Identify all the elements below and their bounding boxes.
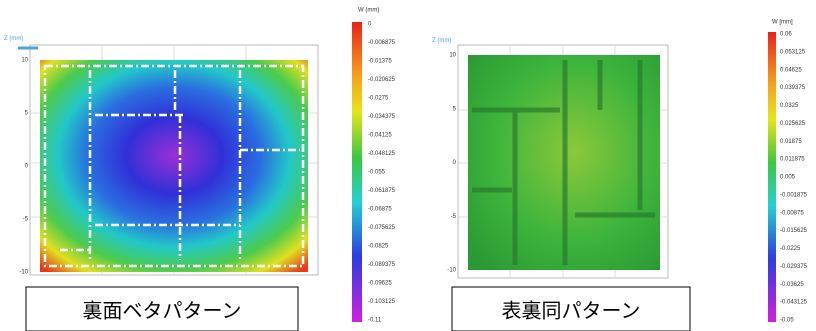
colorbar-label: -0.103125	[368, 299, 396, 305]
colorbar-label: 0.039375	[780, 85, 806, 91]
colorbar-label: 0.0325	[780, 103, 799, 109]
colorbar-label: -0.0275	[368, 96, 389, 102]
colorbar-title: W (mm)	[358, 8, 379, 14]
colorbar-label: -0.11	[368, 318, 382, 324]
y-tick-label: 5	[25, 111, 29, 117]
colorbar-label: -0.075625	[368, 225, 396, 231]
caption: 裏面ベタパターン	[83, 300, 242, 323]
colorbar-label: -0.03625	[780, 282, 804, 288]
colorbar-label: 0.025625	[780, 121, 806, 127]
colorbar	[352, 22, 362, 322]
colorbar-title: W [mm]	[772, 20, 793, 26]
colorbar-label: -0.089375	[368, 262, 396, 268]
colorbar-label: 0.04625	[780, 67, 802, 73]
y-tick-label: 10	[21, 58, 28, 64]
y-tick-label: -10	[19, 270, 28, 276]
caption-box	[451, 286, 691, 331]
colorbar-label: 0.005	[780, 175, 796, 181]
y-tick-label: -10	[447, 268, 456, 274]
colorbar-label: 0	[368, 22, 372, 28]
colorbar-label: -0.020625	[368, 77, 396, 83]
y-tick-label: -5	[23, 217, 29, 223]
y-tick-label: -5	[451, 214, 457, 220]
colorbar-label: -0.01375	[368, 59, 392, 65]
colorbar-label: -0.055	[368, 170, 386, 176]
colorbar-label: 0.06	[780, 32, 792, 38]
colorbar	[768, 32, 776, 322]
colorbar-label: -0.001875	[780, 192, 808, 198]
colorbar-label: -0.0825	[368, 244, 389, 250]
colorbar-label: -0.04125	[368, 133, 392, 139]
colorbar-label: -0.048125	[368, 151, 396, 157]
colorbar-label: -0.05	[780, 318, 794, 324]
colorbar-label: -0.00875	[780, 210, 804, 216]
colorbar-label: -0.0225	[780, 246, 801, 252]
colorbar-label: -0.09625	[368, 281, 392, 287]
axis-label: Z (mm)	[4, 36, 23, 42]
colorbar-label: -0.06875	[368, 207, 392, 213]
y-tick-label: 0	[25, 164, 29, 170]
heatmap	[40, 60, 308, 272]
pattern-stripes	[472, 60, 655, 265]
caption-box	[25, 286, 299, 331]
axis-label: Z (mm)	[432, 38, 451, 44]
colorbar-label: 0.011875	[780, 157, 805, 163]
y-tick-label: 5	[453, 106, 457, 112]
pattern-lines	[43, 64, 305, 268]
colorbar-label: -0.034375	[368, 114, 396, 120]
colorbar-label: -0.043125	[780, 300, 808, 306]
y-tick-label: 10	[449, 53, 456, 59]
y-tick-label: 0	[453, 160, 457, 166]
colorbar-label: -0.061875	[368, 188, 396, 194]
colorbar-label: -0.006875	[368, 40, 396, 46]
colorbar-label: 0.053125	[780, 49, 806, 55]
colorbar-label: -0.015625	[780, 228, 808, 234]
caption: 表裏同パターン	[502, 300, 641, 323]
colorbar-label: -0.029375	[780, 264, 808, 270]
colorbar-label: 0.01875	[780, 139, 802, 145]
